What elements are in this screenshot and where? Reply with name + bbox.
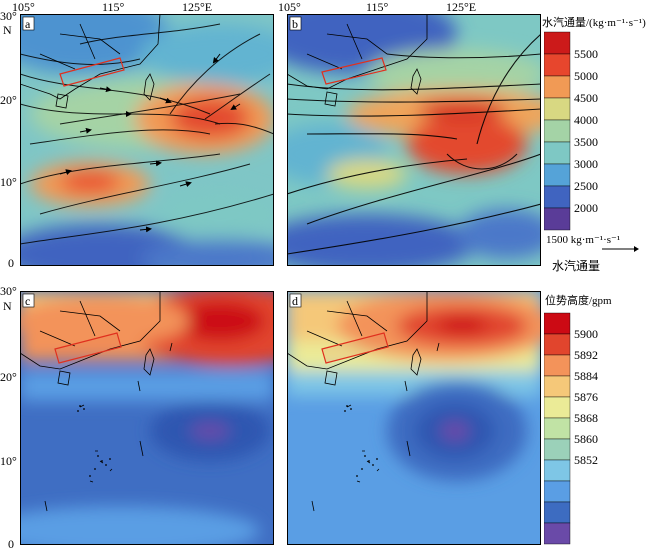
colorbar-swatch <box>544 396 571 419</box>
colorbar-swatch <box>544 333 571 356</box>
vapor-vector-ref: 1500 kg·m⁻¹·s⁻¹ <box>546 234 621 246</box>
colorbar-tick-label: 3500 <box>574 135 598 149</box>
lat-tick-20-bottom: 20° <box>0 370 17 384</box>
lon-tick-105-a: 105° <box>12 0 35 14</box>
lat-tick-30-bottom: 30° <box>0 284 17 298</box>
panel-c-label: c <box>25 294 30 308</box>
lon-tick-115-a: 115° <box>102 0 125 14</box>
colorbar-swatch <box>544 375 571 398</box>
colorbar-swatch <box>544 480 571 503</box>
lat-tick-10-bottom: 10° <box>0 454 17 468</box>
vapor-legend-title: 水汽通量/(kg·m⁻¹·s⁻¹) <box>542 17 646 29</box>
colorbar-swatch <box>544 459 571 482</box>
colorbar-swatch <box>544 312 571 335</box>
colorbar-swatch <box>544 185 571 209</box>
colorbar-swatch <box>544 97 571 121</box>
colorbar-swatch <box>544 354 571 377</box>
panel-b-label: b <box>292 17 298 31</box>
lon-tick-125-a: 125°E <box>182 0 213 14</box>
lat-tick-30-top: 30° <box>0 9 17 23</box>
height-legend-title: 位势高度/gpm <box>545 295 612 307</box>
colorbar-swatch <box>544 501 571 524</box>
colorbar-swatch <box>544 417 571 440</box>
colorbar-swatch <box>544 207 571 231</box>
panel-a-map: a <box>20 14 274 266</box>
north-label-top: N <box>3 23 12 37</box>
vapor-vector-arrow <box>602 246 639 252</box>
north-label-bottom: N <box>3 299 12 313</box>
panel-c-map: c <box>20 291 274 545</box>
colorbar-tick-label: 5868 <box>574 411 598 425</box>
colorbar-tick-label: 5860 <box>574 432 598 446</box>
colorbar-swatch <box>544 31 571 55</box>
vapor-vector-caption: 水汽通量 <box>552 259 601 273</box>
panel-b-map: b <box>287 14 541 266</box>
colorbar-swatch <box>544 141 571 165</box>
colorbar-tick-label: 2500 <box>574 179 598 193</box>
colorbar-tick-label: 4500 <box>574 91 598 105</box>
lon-tick-105-b: 105° <box>278 0 301 14</box>
colorbar-tick-label: 5000 <box>574 69 598 83</box>
colorbar-tick-label: 5884 <box>574 369 598 383</box>
vapor-legend-colorbar: 5500 5000 4500 4000 3500 3000 2500 2000 <box>544 31 598 231</box>
lat-tick-0-top: 0 <box>8 256 14 270</box>
colorbar-swatch <box>544 522 571 545</box>
colorbar-tick-label: 5892 <box>574 348 598 362</box>
colorbar-tick-label: 5876 <box>574 390 598 404</box>
panel-d-map: d <box>287 291 541 545</box>
lon-tick-115-b: 115° <box>366 0 389 14</box>
colorbar-swatch <box>544 75 571 99</box>
colorbar-tick-label: 5500 <box>574 47 598 61</box>
panel-a-label: a <box>25 17 31 31</box>
colorbar-swatch <box>544 53 571 77</box>
colorbar-tick-label: 4000 <box>574 113 598 127</box>
colorbar-tick-label: 3000 <box>574 157 598 171</box>
panel-d-label: d <box>292 294 298 308</box>
colorbar-swatch <box>544 438 571 461</box>
height-legend-colorbar: 5900 5892 5884 5876 5868 5860 5852 <box>544 312 598 545</box>
colorbar-tick-label: 2000 <box>574 201 598 215</box>
lat-tick-10-top: 10° <box>0 175 17 189</box>
colorbar-tick-label: 5900 <box>574 327 598 341</box>
colorbar-tick-label: 5852 <box>574 453 598 467</box>
lat-tick-20-top: 20° <box>0 93 17 107</box>
lat-tick-0-bottom: 0 <box>8 537 14 551</box>
colorbar-swatch <box>544 163 571 187</box>
colorbar-swatch <box>544 119 571 143</box>
lon-tick-125-b: 125°E <box>446 0 477 14</box>
